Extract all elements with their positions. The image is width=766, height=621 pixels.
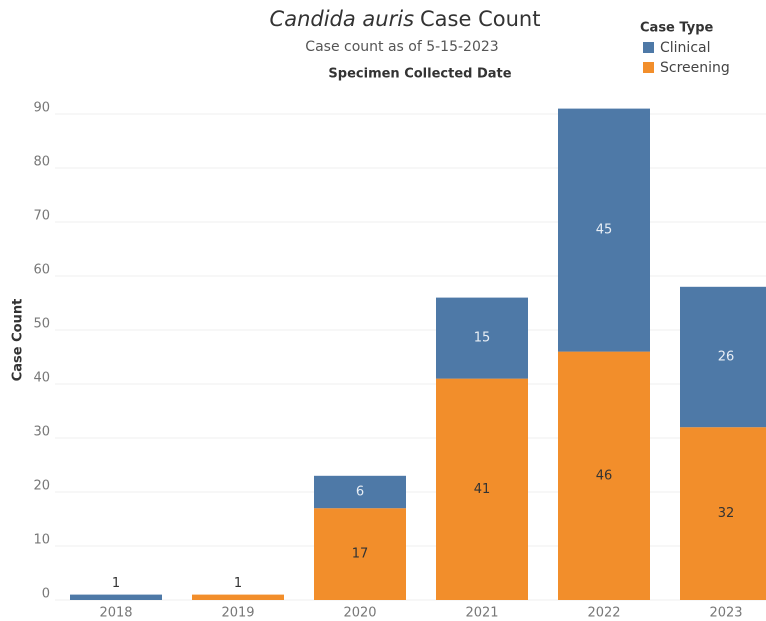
x-tick-label: 2018 (99, 606, 132, 621)
data-label: 41 (474, 482, 491, 497)
title-italic: Candida auris (270, 7, 415, 31)
x-tick-label: 2023 (709, 606, 742, 621)
bar-segment (558, 351, 650, 600)
subtitle: Case count as of 5-15-2023 (305, 39, 498, 55)
bar-segment (192, 594, 284, 600)
y-tick-label: 60 (33, 263, 50, 278)
bar-segment (680, 427, 766, 600)
bar-segment (70, 594, 162, 600)
legend-swatch (643, 42, 654, 53)
y-tick-label: 90 (33, 101, 50, 116)
x-axis-title: Specimen Collected Date (328, 67, 511, 82)
bar-segment (680, 286, 766, 428)
data-label: 15 (474, 331, 491, 346)
y-tick-label: 50 (33, 317, 50, 332)
title-rest: Case Count (420, 7, 540, 31)
y-tick-label: 30 (33, 425, 50, 440)
legend-label: Clinical (660, 40, 710, 56)
x-tick-label: 2020 (343, 606, 376, 621)
legend-title: Case Type (640, 21, 713, 36)
x-tick-label: 2019 (221, 606, 254, 621)
y-tick-label: 80 (33, 155, 50, 170)
y-axis-title: Case Count (11, 299, 26, 382)
data-label: 17 (352, 547, 369, 562)
data-label: 6 (356, 485, 364, 500)
data-label: 32 (718, 506, 735, 521)
data-label: 46 (596, 468, 613, 483)
legend-label: Screening (660, 60, 730, 76)
y-tick-label: 0 (42, 587, 50, 602)
bar-segment (314, 475, 406, 509)
legend-swatch (643, 62, 654, 73)
plot-area: 1 1 17 6 41 15 46 45 32 26 (55, 108, 766, 601)
data-label: 1 (234, 576, 242, 591)
y-tick-label: 10 (33, 533, 50, 548)
bar-segment (314, 508, 406, 600)
y-tick-label: 20 (33, 479, 50, 494)
chart-title: Candida auris Case Count (270, 7, 541, 31)
bar-segment (436, 378, 528, 600)
data-label: 45 (596, 223, 613, 238)
bar-segment (436, 297, 528, 379)
x-tick-label: 2022 (587, 606, 620, 621)
y-tick-label: 40 (33, 371, 50, 386)
data-label: 1 (112, 576, 120, 591)
bar-segment (558, 108, 650, 352)
y-tick-label: 70 (33, 209, 50, 224)
x-tick-label: 2021 (465, 606, 498, 621)
data-label: 26 (718, 350, 735, 365)
